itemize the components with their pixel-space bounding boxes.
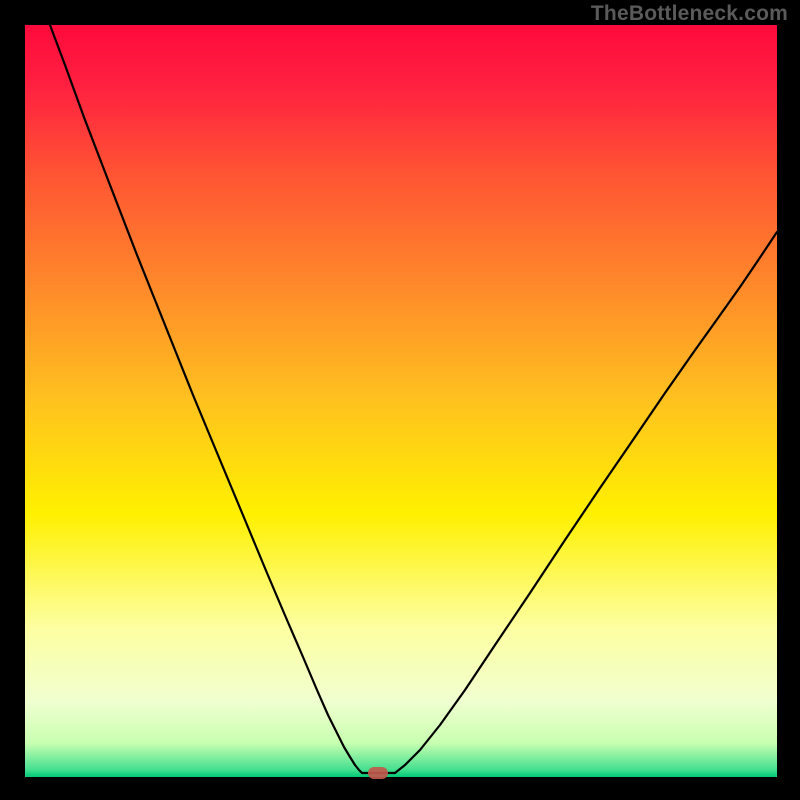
plot-area	[25, 25, 777, 777]
watermark-text: TheBottleneck.com	[591, 2, 788, 26]
gradient-rect	[25, 25, 777, 777]
chart-frame: TheBottleneck.com	[0, 0, 800, 800]
bottleneck-marker	[368, 767, 388, 779]
